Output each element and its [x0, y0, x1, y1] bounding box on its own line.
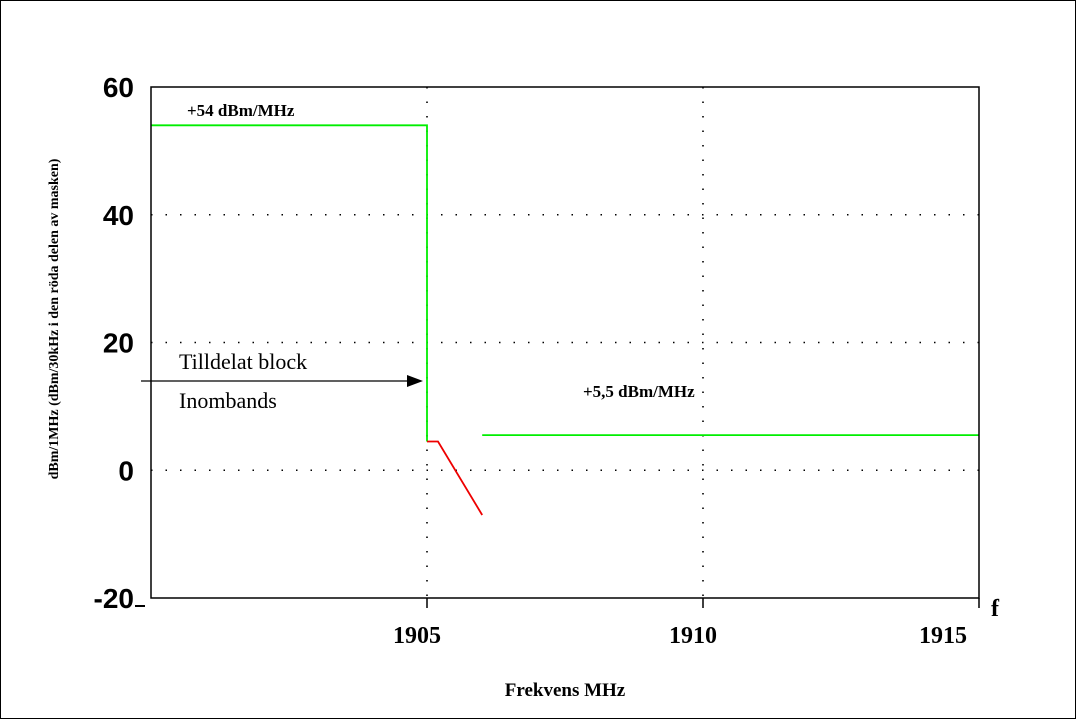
arrow-head	[407, 375, 423, 387]
annotation-right-level: +5,5 dBm/MHz	[583, 382, 695, 401]
plot-area-border	[150, 86, 980, 599]
y-tick-label: 0	[118, 455, 134, 486]
block-arrow	[141, 375, 423, 387]
annotation-block-line1: Tilldelat block	[179, 349, 307, 374]
y-tick-label: 20	[103, 328, 134, 359]
series-line-green	[151, 124, 428, 442]
series-line-red	[427, 440, 483, 516]
x-axis-label: Frekvens MHz	[505, 680, 626, 701]
x-tick-labels: 1905 1910 1915	[393, 598, 980, 649]
x-tick-label: 1915	[919, 623, 967, 649]
y-tick-labels: 60 40 20 0 -20	[94, 72, 145, 614]
x-tick-label: 1905	[393, 623, 441, 649]
annotation-block-line2: Inombands	[179, 388, 277, 413]
x-tick-label: 1910	[669, 623, 717, 649]
y-tick-label: -20	[94, 583, 134, 614]
y-tick-label: 60	[103, 72, 134, 103]
y-axis-label: dBm/1MHz (dBm/30kHz i den röda delen av …	[47, 158, 62, 479]
series-group	[151, 124, 979, 516]
x-axis-letter: f	[991, 596, 1000, 622]
annotation-top-level: +54 dBm/MHz	[187, 101, 295, 120]
y-tick-label: 40	[103, 200, 134, 231]
grid	[151, 87, 979, 598]
